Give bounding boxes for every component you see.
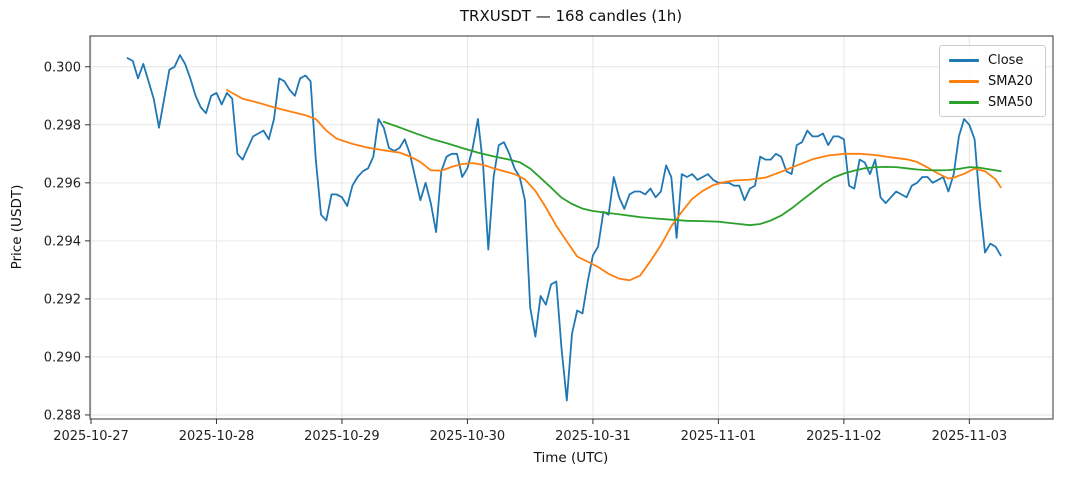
legend-line-swatch-sma20 [949, 79, 979, 83]
legend-label-sma50: SMA50 [988, 94, 1033, 110]
series-line-sma50 [382, 121, 1002, 227]
series-line-sma20 [225, 89, 1002, 282]
y-tick-label: 0.290 [44, 350, 81, 365]
x-tick-label: 2025-10-31 [555, 429, 631, 444]
y-tick-label: 0.300 [44, 60, 81, 75]
x-tick-label: 2025-11-01 [681, 429, 757, 444]
legend-label-sma20: SMA20 [988, 73, 1033, 89]
legend-entry-close: Close [949, 52, 1036, 68]
y-axis-label: Price (USDT) [9, 184, 25, 270]
y-tick-label: 0.292 [44, 292, 81, 307]
x-tick-label: 2025-11-03 [932, 429, 1008, 444]
legend-entry-sma50: SMA50 [949, 94, 1036, 110]
x-tick-label: 2025-10-28 [179, 429, 255, 444]
y-tick-label: 0.298 [44, 118, 81, 133]
legend-line-swatch-close [949, 58, 979, 62]
x-tick-label: 2025-11-02 [806, 429, 882, 444]
legend-label-close: Close [988, 52, 1024, 68]
x-axis-label: Time (UTC) [533, 450, 609, 466]
x-tick-label: 2025-10-29 [304, 429, 380, 444]
legend-line-swatch-sma50 [949, 100, 979, 104]
legend: Close SMA20 SMA50 [939, 45, 1046, 117]
x-tick-label: 2025-10-27 [53, 429, 129, 444]
y-tick-label: 0.294 [44, 234, 81, 249]
plot-border [89, 35, 1054, 420]
x-tick-label: 2025-10-30 [430, 429, 506, 444]
y-tick-label: 0.288 [44, 408, 81, 423]
y-tick-label: 0.296 [44, 176, 81, 191]
series-line-close [126, 54, 1002, 402]
chart-title: TRXUSDT — 168 candles (1h) [459, 7, 683, 25]
legend-entry-sma20: SMA20 [949, 73, 1036, 89]
